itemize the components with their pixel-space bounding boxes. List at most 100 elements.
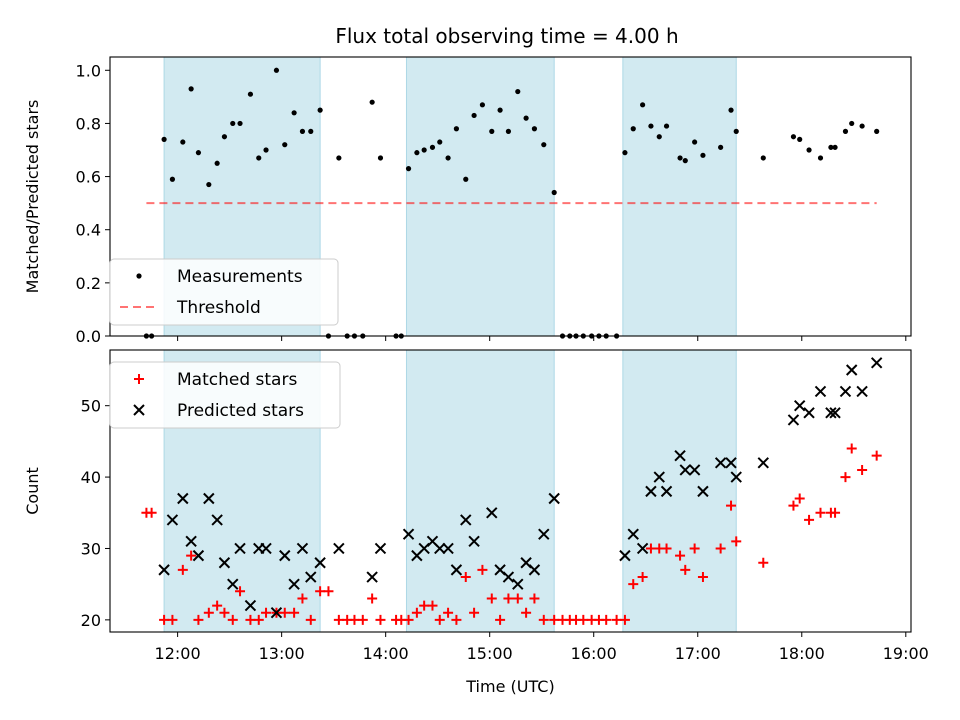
measurement-point <box>515 88 521 95</box>
matched-star-point <box>375 614 386 625</box>
predicted-star-point <box>528 564 541 576</box>
matched-star-point <box>815 507 826 518</box>
predicted-star-point <box>234 542 246 555</box>
y-tick-label: 40 <box>81 468 101 487</box>
legend-label: Matched stars <box>177 370 297 390</box>
predicted-star-point <box>697 485 709 498</box>
x-axis-label: Time (UTC) <box>465 677 554 696</box>
measurement-point <box>256 155 262 161</box>
measurement-point <box>195 150 202 156</box>
measurement-point <box>308 128 314 134</box>
matched-star-point <box>758 557 769 568</box>
measurement-point <box>429 144 436 150</box>
predicted-star-point <box>803 407 815 419</box>
matched-star-point <box>788 500 799 511</box>
measurement-point <box>832 144 838 150</box>
predicted-star-point <box>442 542 454 555</box>
measurement-point <box>230 120 236 127</box>
predicted-star-point <box>260 542 272 555</box>
measurement-point <box>437 139 443 145</box>
predicted-star-point <box>660 485 673 498</box>
matched-star-point <box>846 443 857 454</box>
y-tick-label: 0.4 <box>76 221 101 240</box>
measurement-point <box>282 142 288 148</box>
top-panel: 0.0 0.2 0.4 0.6 0.8 1.0 Matched/Predicted star… <box>23 56 912 346</box>
measurement-point <box>206 181 212 188</box>
measurement-point <box>663 123 670 129</box>
legend-label: Predicted stars <box>177 401 304 421</box>
matched-star-point <box>871 450 882 461</box>
matched-star-point <box>486 593 497 604</box>
measurement-point <box>692 139 698 145</box>
matched-star-point <box>840 472 851 483</box>
matched-star-point <box>403 614 414 625</box>
predicted-star-point <box>714 457 727 469</box>
predicted-star-point <box>502 571 515 583</box>
predicted-star-point <box>845 364 858 376</box>
predicted-star-point <box>856 385 868 398</box>
predicted-star-point <box>645 485 657 498</box>
predicted-star-point <box>548 492 560 505</box>
matched-star-point <box>434 614 445 625</box>
measurement-point <box>463 176 469 182</box>
measurement-point <box>531 126 538 132</box>
predicted-star-point <box>158 564 170 576</box>
measurement-point <box>874 128 880 134</box>
measurement-point <box>806 147 812 153</box>
matched-star-point <box>146 507 157 518</box>
measurement-point <box>221 134 228 140</box>
matched-star-point <box>193 614 204 625</box>
predicted-star-point <box>185 535 197 548</box>
measurement-point <box>336 155 342 161</box>
matched-star-point <box>219 607 230 618</box>
predicted-star-point <box>787 414 800 426</box>
measurement-point <box>790 134 797 140</box>
legend-marker-measurements <box>136 273 142 279</box>
measurement-point <box>214 160 220 166</box>
measurement-point <box>471 112 477 119</box>
matched-star-point <box>529 593 540 604</box>
predicted-star-point <box>333 542 345 555</box>
measurement-point <box>445 155 451 161</box>
measurement-point <box>377 155 384 161</box>
y-tick-label: 20 <box>81 611 101 630</box>
predicted-star-point <box>211 514 223 526</box>
y-tick-label: 30 <box>81 539 101 558</box>
measurement-point <box>622 150 628 156</box>
predicted-star-point <box>244 599 257 612</box>
matched-star-point <box>726 500 737 511</box>
matched-star-point <box>661 543 672 554</box>
predicted-star-point <box>227 578 239 590</box>
predicted-star-point <box>730 471 742 483</box>
matched-star-point <box>697 572 708 583</box>
x-tick-label: 18:00 <box>779 644 825 663</box>
shaded-interval-1 <box>405 56 555 337</box>
predicted-star-point <box>402 528 415 540</box>
matched-star-point <box>477 564 488 575</box>
predicted-star-point <box>627 528 639 540</box>
measurement-point <box>299 128 306 134</box>
predicted-star-point <box>460 514 472 526</box>
measurement-point <box>677 155 683 161</box>
matched-star-point <box>469 607 480 618</box>
legend-box <box>109 258 339 326</box>
measurement-point <box>414 150 420 156</box>
predicted-star-point <box>305 571 317 583</box>
predicted-star-point <box>279 549 291 562</box>
predicted-star-point <box>296 542 309 555</box>
predicted-star-point <box>825 407 837 419</box>
predicted-star-point <box>538 528 550 540</box>
y-axis-label: Matched/Predicted stars <box>23 100 42 294</box>
matched-star-point <box>177 564 188 575</box>
x-tick-label: 19:00 <box>883 644 929 663</box>
legend: Matched stars Predicted stars <box>109 361 341 429</box>
legend-box <box>109 361 341 429</box>
predicted-star-point <box>486 507 498 519</box>
axes-frame <box>109 349 912 633</box>
measurement-point <box>188 86 194 92</box>
y-tick-label: 50 <box>81 397 101 416</box>
x-tick-label: 17:00 <box>675 644 721 663</box>
measurement-point <box>700 152 706 158</box>
predicted-star-point <box>653 471 665 483</box>
x-tick-label: 16:00 <box>571 644 617 663</box>
